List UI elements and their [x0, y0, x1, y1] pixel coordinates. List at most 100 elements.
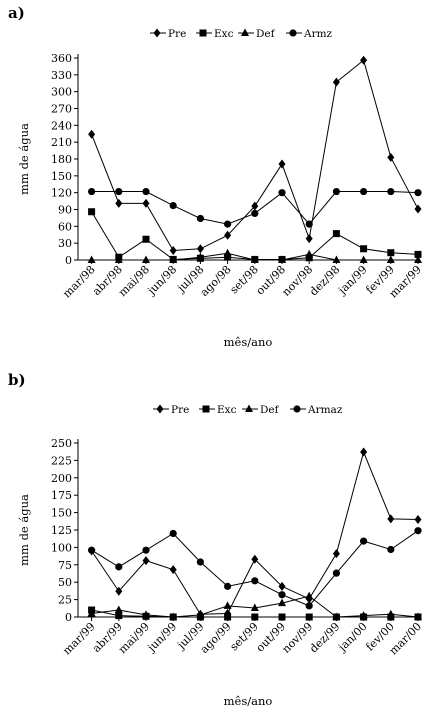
- legend-marker-def: [241, 28, 249, 36]
- data-point-exc: [278, 613, 286, 621]
- data-point-exc: [305, 613, 313, 621]
- data-point-armz: [414, 189, 422, 197]
- data-point-pre: [142, 198, 150, 208]
- data-point-pre: [387, 152, 395, 162]
- y-tick-label: 75: [58, 559, 72, 572]
- x-tick-label: ago/98: [198, 263, 234, 299]
- legend-label-exc: Exc: [217, 404, 237, 416]
- data-point-pre: [305, 234, 313, 244]
- data-point-pre: [169, 565, 177, 575]
- y-tick-label: 200: [51, 472, 72, 485]
- data-point-armaz: [88, 546, 96, 554]
- data-point-def: [305, 591, 314, 600]
- data-point-pre: [414, 204, 422, 214]
- legend-label-armz: Armz: [303, 28, 333, 40]
- data-point-pre: [360, 447, 368, 457]
- series-line-exc: [91, 211, 419, 260]
- data-point-armaz: [251, 577, 259, 585]
- data-point-armaz: [169, 529, 177, 538]
- data-point-armaz: [278, 591, 286, 599]
- y-tick-label: 60: [58, 220, 72, 233]
- y-tick-label: 30: [58, 237, 72, 250]
- data-point-def: [87, 255, 96, 263]
- data-point-pre: [115, 586, 123, 596]
- legend-label-exc: Exc: [214, 28, 234, 40]
- data-point-armaz: [360, 537, 368, 545]
- data-point-exc: [360, 245, 368, 253]
- x-tick-label: dez/99: [307, 620, 342, 655]
- legend-marker-def: [245, 404, 253, 412]
- data-point-armaz: [305, 602, 313, 610]
- data-point-armz: [142, 187, 150, 196]
- y-tick-label: 50: [58, 576, 72, 589]
- data-point-armz: [278, 189, 286, 197]
- y-tick-label: 0: [65, 611, 72, 624]
- legend-marker-pre: [153, 28, 161, 38]
- data-point-def: [114, 605, 123, 614]
- panel-label-b: b): [8, 371, 26, 389]
- x-tick-label: mar/99: [60, 620, 97, 657]
- legend-label-def: Def: [260, 404, 280, 416]
- legend-marker-pre: [156, 404, 164, 414]
- panel-label-a: a): [8, 4, 25, 22]
- data-point-def: [278, 598, 286, 607]
- x-tick-label: dez/98: [307, 263, 342, 298]
- data-point-def: [196, 252, 205, 261]
- y-tick-label: 90: [58, 204, 72, 217]
- y-tick-label: 100: [51, 541, 72, 554]
- y-tick-label: 120: [51, 187, 72, 200]
- y-axis-title-a: mm de água: [17, 123, 31, 195]
- y-tick-label: 150: [51, 507, 72, 520]
- data-point-armz: [360, 187, 368, 196]
- data-point-pre: [414, 515, 422, 525]
- data-point-pre: [88, 129, 96, 139]
- data-point-pre: [251, 201, 259, 211]
- data-point-armz: [115, 187, 123, 196]
- y-axis-title-b: mm de água: [17, 494, 31, 566]
- legend-label-pre: Pre: [171, 404, 189, 416]
- data-point-armz: [196, 214, 204, 223]
- data-point-pre: [332, 549, 340, 559]
- data-point-pre: [332, 77, 340, 87]
- data-point-def: [223, 248, 232, 257]
- data-point-pre: [278, 159, 286, 169]
- y-tick-label: 175: [51, 489, 72, 502]
- y-tick-label: 225: [51, 454, 72, 467]
- data-point-exc: [414, 250, 422, 258]
- data-point-armz: [224, 220, 232, 228]
- x-tick-label: mai/98: [116, 263, 152, 299]
- data-point-def: [250, 603, 259, 611]
- x-tick-label: ago/99: [198, 620, 234, 656]
- data-point-pre: [224, 230, 232, 240]
- y-tick-label: 0: [65, 254, 72, 267]
- data-point-def: [386, 255, 395, 263]
- data-point-armz: [169, 201, 177, 210]
- data-point-armz: [251, 209, 259, 218]
- y-tick-label: 330: [51, 69, 72, 82]
- data-point-def: [169, 255, 178, 263]
- y-tick-label: 210: [51, 136, 72, 149]
- data-point-def: [414, 612, 422, 620]
- data-point-pre: [387, 514, 395, 524]
- data-point-def: [142, 610, 150, 618]
- data-point-def: [332, 255, 341, 263]
- data-point-exc: [88, 208, 96, 216]
- data-point-exc: [387, 249, 395, 257]
- data-point-armaz: [332, 569, 340, 577]
- data-point-pre: [142, 556, 150, 566]
- data-point-pre: [360, 55, 368, 65]
- data-point-def: [332, 612, 341, 620]
- legend-label-def: Def: [256, 28, 276, 40]
- x-axis-title-a: mês/ano: [224, 335, 273, 349]
- series-line-pre: [91, 450, 419, 615]
- y-tick-label: 240: [51, 119, 72, 132]
- data-point-def: [223, 601, 232, 609]
- data-point-armz: [305, 220, 313, 228]
- data-point-pre: [196, 244, 204, 254]
- data-point-def: [169, 612, 178, 620]
- data-point-exc: [305, 254, 313, 262]
- data-point-def: [386, 609, 395, 618]
- data-point-exc: [115, 612, 123, 620]
- y-tick-label: 250: [51, 437, 72, 450]
- x-axis-title-b: mês/ano: [224, 694, 273, 708]
